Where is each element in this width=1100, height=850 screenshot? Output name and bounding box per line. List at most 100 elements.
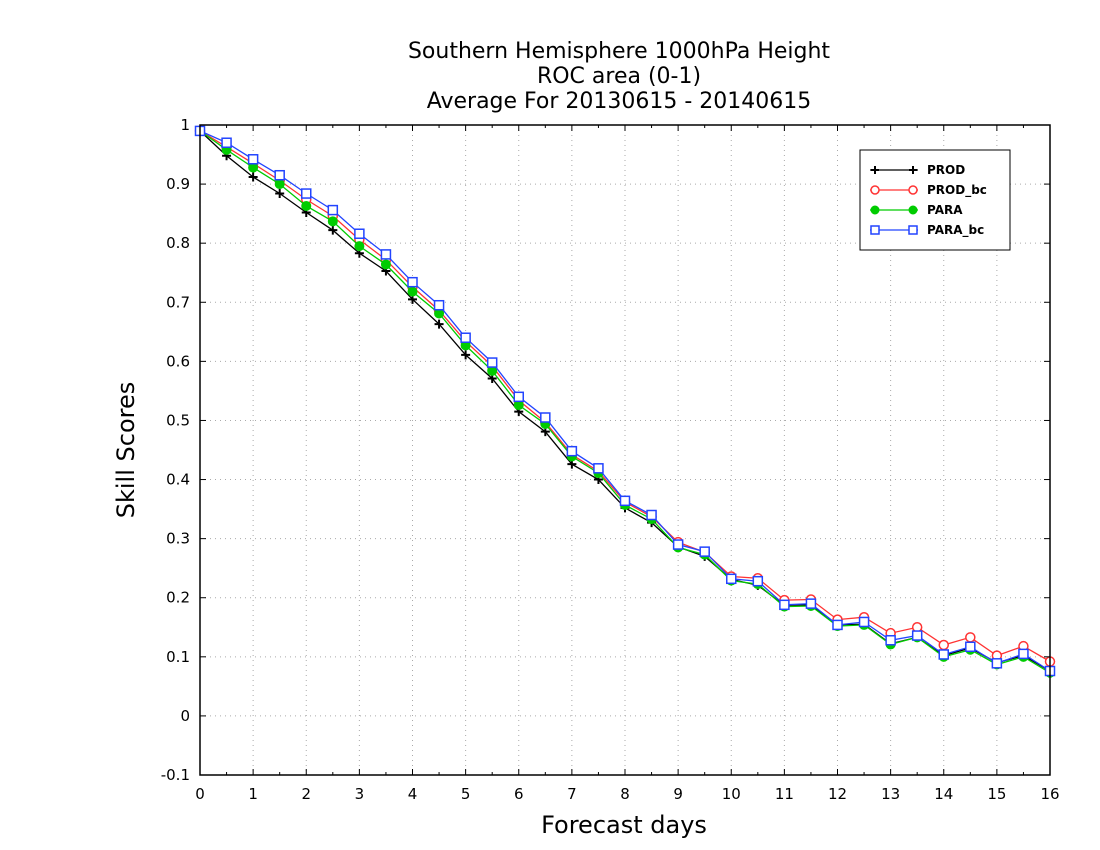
data-point xyxy=(354,241,365,252)
data-point xyxy=(991,658,1003,669)
data-point xyxy=(354,228,365,239)
data-point xyxy=(699,546,710,557)
y-tick-label: 0.1 xyxy=(166,648,190,666)
x-tick-label: 1 xyxy=(248,785,258,803)
data-point xyxy=(870,205,880,215)
data-point xyxy=(938,639,949,651)
data-point xyxy=(380,249,392,260)
data-point xyxy=(486,357,498,368)
data-point xyxy=(870,185,880,195)
chart-title: Southern Hemisphere 1000hPa Height ROC a… xyxy=(408,39,830,114)
data-point xyxy=(726,573,737,585)
x-tick-label: 13 xyxy=(881,785,900,803)
data-point xyxy=(909,166,917,174)
series-lines xyxy=(194,125,1056,678)
data-point xyxy=(871,166,879,174)
data-point xyxy=(832,619,843,631)
x-axis-label: Forecast days xyxy=(541,811,707,839)
data-point xyxy=(461,350,471,360)
legend-item: PARA xyxy=(870,203,963,217)
x-tick-label: 7 xyxy=(567,785,577,803)
legend-label: PROD_bc xyxy=(927,183,987,198)
x-tick-label: 2 xyxy=(301,785,311,803)
x-tick-label: 5 xyxy=(461,785,471,803)
data-point xyxy=(434,319,444,329)
data-point xyxy=(911,630,923,641)
data-point xyxy=(672,539,684,550)
y-tick-label: 0.9 xyxy=(166,175,190,193)
data-point xyxy=(646,509,657,521)
y-tick-label: 0.6 xyxy=(166,352,190,370)
y-tick-label: 0 xyxy=(180,707,190,725)
title-line-1: Southern Hemisphere 1000hPa Height xyxy=(408,39,830,64)
legend-item: PARA_bc xyxy=(870,223,984,238)
legend-item: PROD xyxy=(870,163,965,177)
data-point xyxy=(965,632,976,643)
title-line-2: ROC area (0-1) xyxy=(537,64,701,89)
data-point xyxy=(221,137,232,148)
data-point xyxy=(908,225,918,235)
data-point xyxy=(908,185,918,195)
data-point xyxy=(619,495,631,507)
data-point xyxy=(566,445,578,457)
x-tick-label: 6 xyxy=(514,785,524,803)
y-axis-label: Skill Scores xyxy=(112,382,140,519)
data-point xyxy=(327,216,338,227)
data-point xyxy=(301,188,312,199)
x-tick-label: 9 xyxy=(673,785,683,803)
data-point xyxy=(274,179,285,190)
legend-label: PARA xyxy=(927,203,963,217)
data-point xyxy=(327,204,339,216)
data-point xyxy=(752,575,764,587)
y-tick-label: 0.5 xyxy=(166,411,190,429)
data-point xyxy=(460,332,471,343)
data-point xyxy=(407,276,418,288)
data-point xyxy=(247,154,259,165)
y-tick-label: 1 xyxy=(180,116,190,134)
legend-label: PROD xyxy=(927,163,965,177)
data-point xyxy=(380,259,391,270)
title-line-3: Average For 20130615 - 20140615 xyxy=(427,89,812,114)
y-tick-label: -0.1 xyxy=(161,766,190,784)
series-para-bc xyxy=(194,125,1056,677)
data-point xyxy=(328,225,338,235)
data-point xyxy=(965,641,976,653)
y-tick-label: 0.8 xyxy=(166,234,190,252)
y-tick-label: 0.3 xyxy=(166,530,190,548)
x-tick-label: 0 xyxy=(195,785,205,803)
data-point xyxy=(805,598,817,609)
x-tick-label: 14 xyxy=(934,785,953,803)
data-point xyxy=(779,599,790,611)
data-point xyxy=(274,169,285,181)
y-tick-label: 0.2 xyxy=(166,589,190,607)
data-point xyxy=(593,463,604,474)
data-point xyxy=(513,391,524,403)
data-point xyxy=(433,299,445,311)
x-tick-label: 15 xyxy=(987,785,1006,803)
axis-ticks: 0 1 2 3 4 5 6 7 8 9 10 11 12 13 14 15 16-0.100.10.20.30.… xyxy=(161,116,1060,803)
legend-box xyxy=(859,149,1011,251)
x-tick-label: 4 xyxy=(408,785,418,803)
legend-item: PROD_bc xyxy=(870,183,987,198)
data-point xyxy=(407,286,418,297)
data-point xyxy=(885,635,896,646)
legend-label: PARA_bc xyxy=(927,223,984,238)
legend: PROD PROD_bc PARA PARA_bc xyxy=(859,149,1011,251)
data-point xyxy=(301,200,312,211)
data-point xyxy=(870,225,880,235)
data-point xyxy=(858,616,870,628)
data-point xyxy=(248,172,258,182)
x-tick-label: 16 xyxy=(1040,785,1059,803)
x-tick-label: 11 xyxy=(775,785,794,803)
x-tick-label: 12 xyxy=(828,785,847,803)
data-point xyxy=(1018,648,1029,660)
y-tick-label: 0.7 xyxy=(166,293,190,311)
data-point xyxy=(275,189,285,199)
x-tick-label: 10 xyxy=(722,785,741,803)
data-point xyxy=(540,412,551,423)
data-point xyxy=(908,205,918,215)
data-point xyxy=(938,649,949,660)
x-tick-label: 8 xyxy=(620,785,630,803)
y-tick-label: 0.4 xyxy=(166,471,190,489)
